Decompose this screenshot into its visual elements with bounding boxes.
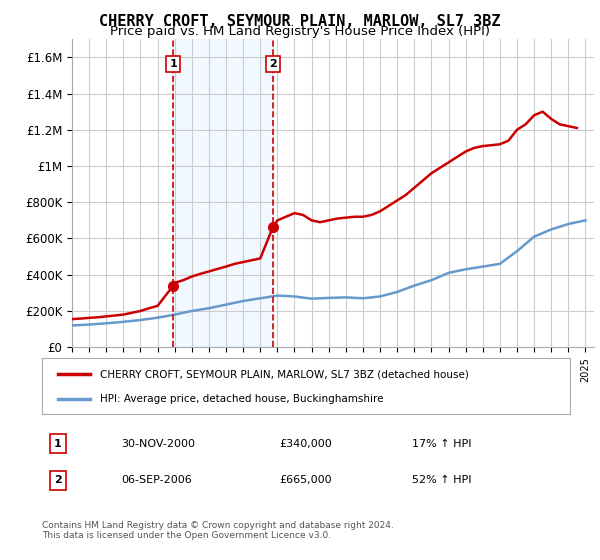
Text: 2: 2 <box>269 59 277 69</box>
Text: 52% ↑ HPI: 52% ↑ HPI <box>412 475 471 486</box>
Text: 17% ↑ HPI: 17% ↑ HPI <box>412 438 471 449</box>
Text: HPI: Average price, detached house, Buckinghamshire: HPI: Average price, detached house, Buck… <box>100 394 383 404</box>
Bar <box>173 39 273 347</box>
Text: £340,000: £340,000 <box>280 438 332 449</box>
Text: Price paid vs. HM Land Registry's House Price Index (HPI): Price paid vs. HM Land Registry's House … <box>110 25 490 38</box>
Text: 30-NOV-2000: 30-NOV-2000 <box>121 438 195 449</box>
Text: 06-SEP-2006: 06-SEP-2006 <box>121 475 192 486</box>
Text: CHERRY CROFT, SEYMOUR PLAIN, MARLOW, SL7 3BZ: CHERRY CROFT, SEYMOUR PLAIN, MARLOW, SL7… <box>99 14 501 29</box>
Text: Contains HM Land Registry data © Crown copyright and database right 2024.
This d: Contains HM Land Registry data © Crown c… <box>42 521 394 540</box>
Text: 2: 2 <box>54 475 62 486</box>
Text: £665,000: £665,000 <box>280 475 332 486</box>
Text: CHERRY CROFT, SEYMOUR PLAIN, MARLOW, SL7 3BZ (detached house): CHERRY CROFT, SEYMOUR PLAIN, MARLOW, SL7… <box>100 369 469 379</box>
Text: 1: 1 <box>169 59 177 69</box>
Text: 1: 1 <box>54 438 62 449</box>
